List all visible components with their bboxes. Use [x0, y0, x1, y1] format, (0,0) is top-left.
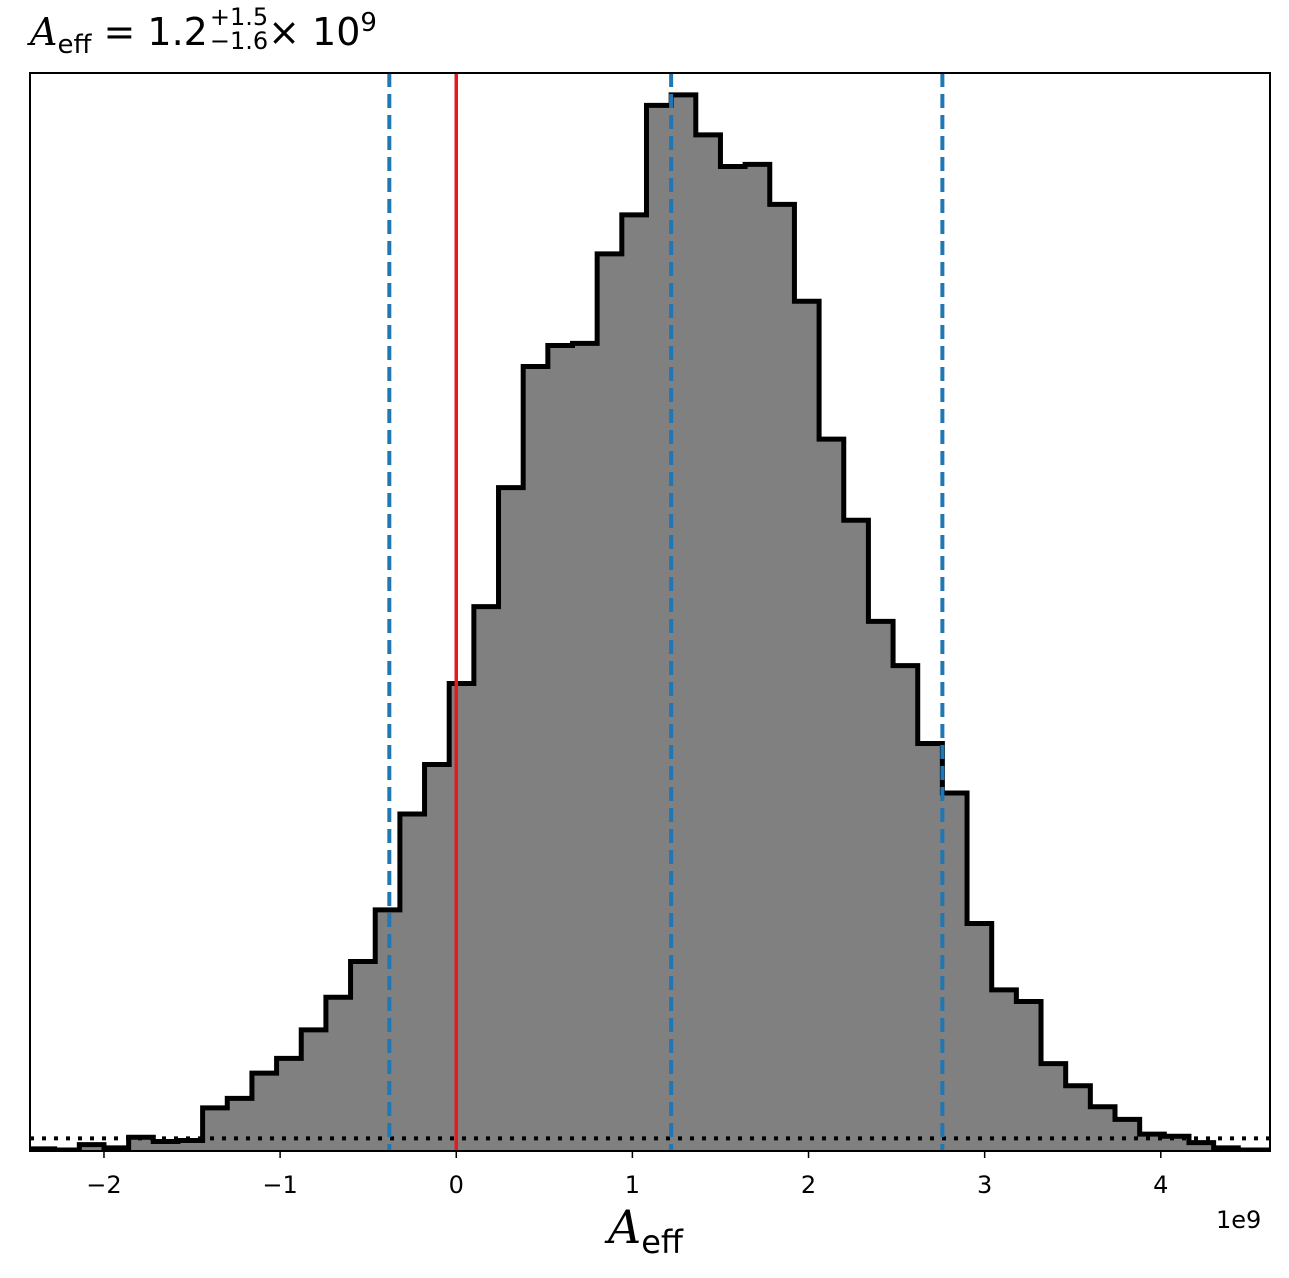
histogram-bar [177, 1140, 204, 1151]
title-lower-error: −1.6 [209, 26, 269, 55]
histogram-bar [350, 961, 376, 1151]
x-axis-symbol: A [608, 1200, 642, 1254]
plot-area [30, 73, 1270, 1151]
histogram-bar [498, 487, 524, 1151]
histogram-outline [30, 92, 1270, 1151]
histogram-bar [1065, 1085, 1091, 1151]
histogram-bar [843, 520, 869, 1151]
histogram-bar [720, 166, 746, 1151]
histogram-bar [893, 665, 919, 1151]
x-axis-offset: 1e9 [1216, 1206, 1262, 1234]
histogram-bar [276, 1058, 302, 1151]
histogram-bar [202, 1107, 228, 1151]
x-axis-ticks: −2 −1 0 1 2 3 4 [86, 1151, 1168, 1199]
plot-frame [29, 72, 1271, 1152]
histogram-bar [942, 792, 968, 1151]
histogram-bar [621, 214, 647, 1151]
histogram-bar [1016, 1001, 1042, 1151]
x-tick-label: 0 [449, 1171, 464, 1199]
title-subscript: eff [57, 30, 92, 60]
title-symbol: A [30, 10, 58, 54]
histogram-bar [646, 105, 672, 1151]
title-value: = 1.2 [103, 10, 208, 54]
title-upper-error: +1.5 [209, 2, 269, 31]
histogram-bar [868, 621, 894, 1151]
title-errors: +1.5 −1.6 [210, 5, 268, 53]
histogram-bar [671, 94, 697, 1151]
histogram-bar [325, 997, 352, 1151]
histogram-bar [128, 1137, 154, 1151]
histogram-bar [1090, 1106, 1116, 1151]
histogram-bar [473, 606, 500, 1151]
histogram-bar [597, 253, 623, 1151]
histogram-bar [227, 1098, 253, 1151]
histogram-bar [1188, 1142, 1215, 1151]
x-tick-label: −1 [262, 1171, 297, 1199]
histogram-bar [695, 134, 721, 1151]
histogram-bar [572, 343, 598, 1151]
chart-title: Aeff = 1.2 +1.5 −1.6 × 109 [30, 5, 377, 61]
histogram-bar [79, 1144, 105, 1151]
histogram-bar [449, 683, 475, 1151]
x-tick-label: 1 [625, 1171, 640, 1199]
histogram-bar [1115, 1119, 1141, 1151]
title-times: × 10 [268, 10, 361, 54]
histogram-bar [967, 923, 993, 1151]
x-tick-label: 3 [977, 1171, 992, 1199]
histogram-bar [424, 764, 450, 1151]
histogram-bar [769, 204, 795, 1151]
histogram-bar [399, 814, 426, 1151]
histogram-bar [991, 989, 1017, 1151]
x-tick-label: −2 [86, 1171, 121, 1199]
histogram-bar [819, 439, 845, 1151]
histogram-bar [794, 301, 820, 1151]
histogram-bar [745, 164, 771, 1151]
histogram-bar [153, 1141, 179, 1151]
histogram-bar [301, 1029, 327, 1151]
histogram-bar [547, 345, 573, 1151]
x-tick-label: 4 [1153, 1171, 1168, 1199]
x-axis-label: Aeff [608, 1200, 683, 1261]
title-exponent: 9 [360, 8, 377, 38]
x-tick-label: 2 [801, 1171, 816, 1199]
x-axis-subscript: eff [641, 1223, 683, 1261]
histogram-bar [917, 743, 943, 1151]
histogram-bar [523, 366, 549, 1151]
